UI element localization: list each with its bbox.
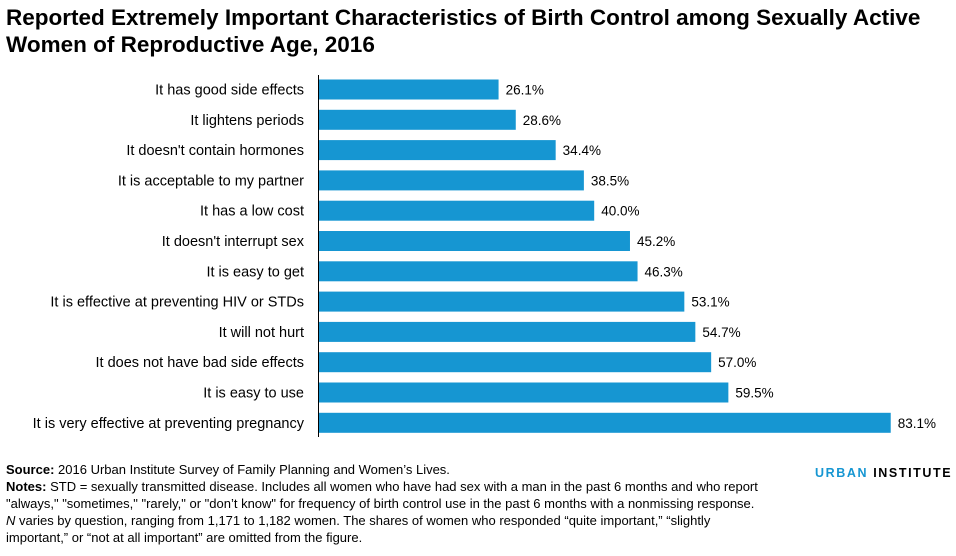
- source-text: 2016 Urban Institute Survey of Family Pl…: [58, 462, 450, 477]
- category-label: It has a low cost: [200, 204, 304, 220]
- logo-urban: URBAN: [815, 466, 869, 480]
- bar: [319, 412, 891, 433]
- urban-institute-logo: URBAN INSTITUTE: [815, 466, 952, 480]
- value-label: 28.6%: [523, 113, 561, 128]
- value-label: 38.5%: [591, 173, 629, 188]
- category-label: It does not have bad side effects: [95, 355, 304, 371]
- category-label: It is very effective at preventing pregn…: [33, 416, 305, 432]
- value-label: 40.0%: [601, 204, 639, 219]
- category-label: It doesn't contain hormones: [126, 143, 304, 159]
- category-label: It is easy to get: [206, 264, 304, 280]
- bar-chart: It has good side effects 26.1% It lightens…: [33, 75, 936, 437]
- chart-title: Reported Extremely Important Characteris…: [6, 4, 950, 58]
- value-label: 53.1%: [691, 295, 729, 310]
- bar: [319, 140, 556, 161]
- category-label: It lightens periods: [190, 113, 304, 129]
- value-label: 59.5%: [735, 386, 773, 401]
- chart-title-line-2: Women of Reproductive Age, 2016: [6, 32, 375, 57]
- bar: [319, 170, 584, 191]
- value-label: 57.0%: [718, 355, 756, 370]
- category-label: It has good side effects: [155, 83, 304, 99]
- category-label: It is easy to use: [203, 386, 304, 402]
- bar: [319, 321, 696, 342]
- notes-label: Notes:: [6, 479, 47, 494]
- value-label: 83.1%: [898, 416, 936, 431]
- bar: [319, 291, 685, 312]
- value-label: 34.4%: [563, 143, 601, 158]
- value-label: 26.1%: [506, 83, 544, 98]
- bar: [319, 352, 712, 373]
- bar: [319, 79, 499, 100]
- bar: [319, 261, 638, 282]
- category-label: It is effective at preventing HIV or STD…: [50, 295, 304, 311]
- category-label: It doesn't interrupt sex: [162, 234, 305, 250]
- bars-group: It has good side effects 26.1% It lightens…: [33, 79, 936, 433]
- bar: [319, 109, 516, 130]
- value-label: 54.7%: [702, 325, 740, 340]
- value-label: 45.2%: [637, 234, 675, 249]
- chart-footer: Source: 2016 Urban Institute Survey of F…: [6, 461, 766, 546]
- bar: [319, 231, 630, 251]
- category-label: It is acceptable to my partner: [118, 173, 304, 189]
- bar: [319, 200, 595, 221]
- notes-text-1: STD = sexually transmitted disease. Incl…: [6, 479, 758, 511]
- chart-title-line-1: Reported Extremely Important Characteris…: [6, 5, 921, 30]
- value-label: 46.3%: [645, 264, 683, 279]
- bar: [319, 382, 729, 403]
- notes-text-2: varies by question, ranging from 1,171 t…: [6, 513, 711, 545]
- logo-institute: INSTITUTE: [873, 466, 953, 480]
- notes-n-symbol: N: [6, 513, 16, 528]
- source-note: Source: 2016 Urban Institute Survey of F…: [6, 461, 766, 478]
- source-label: Source:: [6, 462, 55, 477]
- category-label: It will not hurt: [219, 325, 304, 341]
- notes: Notes: STD = sexually transmitted diseas…: [6, 478, 766, 546]
